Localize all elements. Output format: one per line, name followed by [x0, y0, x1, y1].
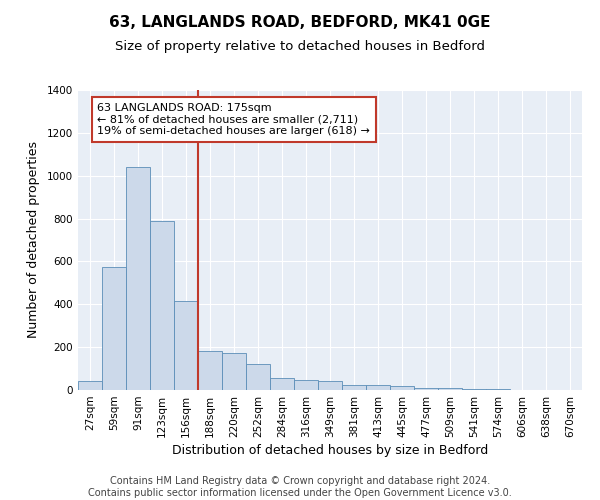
Bar: [366, 384, 390, 390]
Text: Contains HM Land Registry data © Crown copyright and database right 2024.
Contai: Contains HM Land Registry data © Crown c…: [88, 476, 512, 498]
Bar: [462, 389, 486, 390]
Text: 63 LANGLANDS ROAD: 175sqm
← 81% of detached houses are smaller (2,711)
19% of se: 63 LANGLANDS ROAD: 175sqm ← 81% of detac…: [97, 103, 370, 136]
Text: Size of property relative to detached houses in Bedford: Size of property relative to detached ho…: [115, 40, 485, 53]
Bar: [342, 384, 366, 390]
Bar: [174, 301, 198, 390]
Bar: [318, 382, 342, 390]
Bar: [414, 388, 438, 390]
Bar: [126, 167, 150, 390]
Bar: [390, 386, 414, 390]
Bar: [246, 364, 270, 390]
Y-axis label: Number of detached properties: Number of detached properties: [27, 142, 40, 338]
Bar: [270, 378, 294, 390]
Bar: [198, 352, 222, 390]
Bar: [102, 267, 126, 390]
Bar: [438, 388, 462, 390]
Bar: [294, 380, 318, 390]
Text: 63, LANGLANDS ROAD, BEDFORD, MK41 0GE: 63, LANGLANDS ROAD, BEDFORD, MK41 0GE: [109, 15, 491, 30]
X-axis label: Distribution of detached houses by size in Bedford: Distribution of detached houses by size …: [172, 444, 488, 457]
Bar: [150, 220, 174, 390]
Bar: [222, 352, 246, 390]
Bar: [78, 382, 102, 390]
